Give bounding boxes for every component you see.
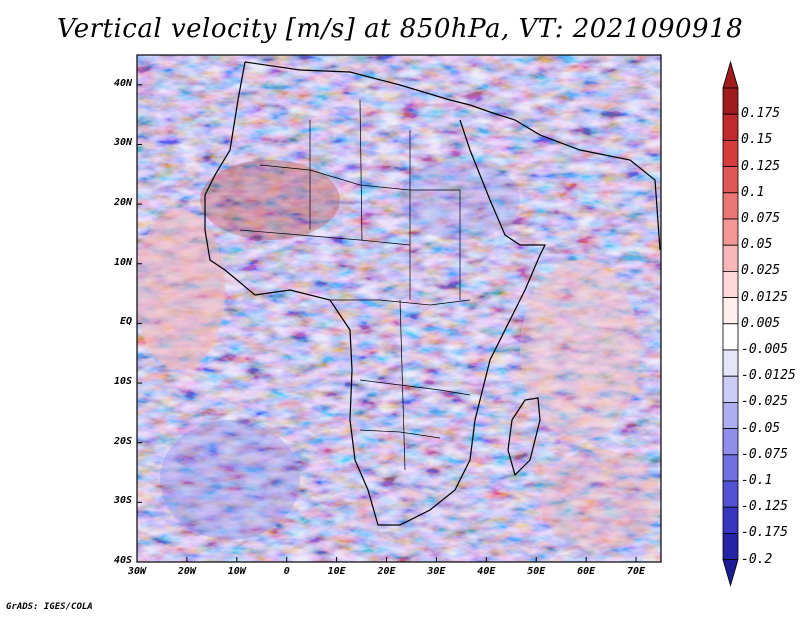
colorbar-label: 0.1	[741, 184, 765, 200]
colorbar-swatch	[722, 270, 739, 298]
colorbar-swatch	[722, 480, 739, 508]
velocity-field	[137, 55, 661, 562]
colorbar-swatch	[722, 323, 739, 351]
lon-label: 50E	[527, 566, 546, 577]
lat-label: 20S	[113, 435, 132, 447]
chart-title: Vertical velocity [m/s] at 850hPa, VT: 2…	[56, 14, 744, 44]
colorbar-label: -0.0125	[741, 368, 796, 384]
colorbar-swatch	[722, 297, 739, 325]
colorbar-label: -0.1	[741, 473, 773, 488]
lat-label: 40N	[113, 77, 132, 89]
lat-label: 10S	[113, 376, 132, 388]
colorbar	[722, 60, 739, 588]
lat-label: EQ	[119, 316, 132, 328]
colorbar-swatch	[722, 454, 739, 482]
lon-label: 30E	[427, 566, 446, 577]
colorbar-bottom-arrow	[722, 559, 739, 588]
lon-label: 10W	[227, 566, 246, 577]
lat-label: 30S	[113, 495, 132, 507]
lon-label: 70E	[627, 566, 646, 577]
colorbar-swatch	[722, 166, 739, 194]
lat-label: 10N	[113, 256, 132, 268]
colorbar-label: 0.175	[741, 106, 781, 122]
lat-label: 20N	[113, 197, 132, 209]
country-borders	[239, 99, 471, 471]
colorbar-label: 0.05	[741, 237, 773, 253]
lat-label: 30N	[113, 137, 132, 149]
axis-ticks	[136, 84, 637, 563]
lon-label: 40E	[477, 566, 496, 577]
colorbar-label: 0.0125	[741, 289, 788, 305]
colorbar-label: 0.025	[741, 263, 781, 279]
lon-label: 60E	[577, 566, 596, 577]
lon-label: 20E	[377, 566, 396, 577]
plot-frame	[136, 54, 662, 563]
colorbar-swatch	[722, 192, 739, 220]
colorbar-swatch	[722, 375, 739, 403]
lon-label: 0	[283, 566, 290, 577]
colorbar-swatch	[722, 506, 739, 534]
colorbar-label: -0.175	[741, 525, 788, 541]
colorbar-label: -0.05	[741, 420, 781, 436]
colorbar-swatch	[722, 87, 739, 115]
lon-label: 10E	[327, 566, 346, 577]
colorbar-swatch	[722, 218, 739, 246]
lon-label: 30W	[127, 566, 147, 577]
colorbar-label: -0.125	[741, 499, 788, 515]
colorbar-label: 0.075	[741, 211, 781, 226]
colorbar-swatch	[722, 428, 739, 456]
colorbar-swatch	[722, 533, 739, 561]
lon-label: 20W	[177, 566, 196, 577]
colorbar-label: 0.005	[741, 315, 781, 331]
colorbar-label: -0.2	[741, 551, 773, 567]
colorbar-top-arrow	[722, 60, 739, 89]
colorbar-label: 0.15	[741, 132, 773, 148]
colorbar-label: -0.025	[741, 394, 788, 410]
colorbar-label: -0.075	[741, 446, 788, 462]
colorbar-swatch	[722, 244, 739, 272]
colorbar-swatch	[722, 349, 739, 377]
credit-text: GrADS: IGES/COLA	[6, 602, 93, 612]
coastlines	[204, 61, 661, 526]
colorbar-label: 0.125	[741, 158, 781, 174]
colorbar-swatch	[722, 401, 739, 429]
lat-label: 40S	[113, 555, 132, 566]
colorbar-swatch	[722, 139, 739, 167]
colorbar-label: -0.005	[741, 342, 788, 357]
colorbar-swatch	[722, 113, 739, 141]
